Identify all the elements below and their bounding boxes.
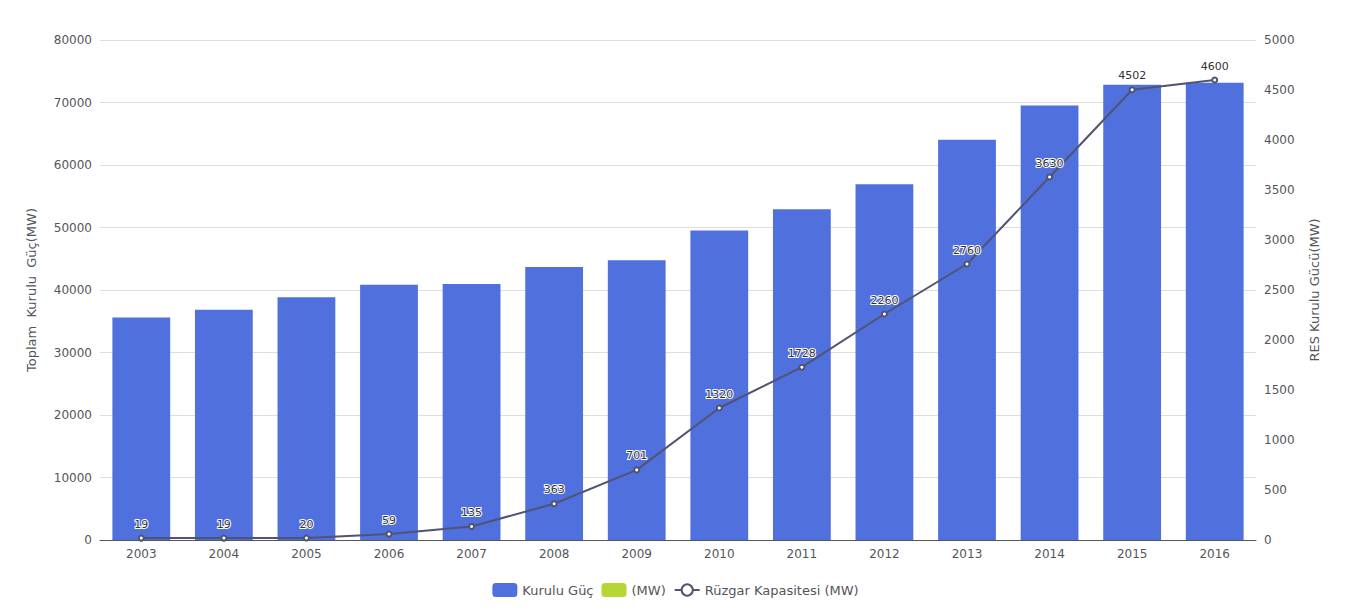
svg-text:3000: 3000	[1264, 233, 1295, 247]
svg-text:59: 59	[382, 514, 396, 527]
svg-text:4502: 4502	[1118, 69, 1146, 82]
svg-text:3630: 3630	[1036, 157, 1064, 170]
svg-text:2000: 2000	[1264, 333, 1295, 347]
svg-text:Toplam Kurulu Güç(MW): Toplam Kurulu Güç(MW)	[24, 208, 39, 373]
svg-text:2006: 2006	[374, 547, 405, 561]
svg-text:4600: 4600	[1201, 60, 1229, 73]
svg-text:70000: 70000	[54, 96, 92, 110]
svg-text:2260: 2260	[870, 294, 898, 307]
svg-text:4000: 4000	[1264, 133, 1295, 147]
svg-text:1728: 1728	[788, 347, 816, 360]
svg-text:135: 135	[461, 506, 482, 519]
svg-text:2012: 2012	[869, 547, 900, 561]
svg-text:5000: 5000	[1264, 33, 1295, 47]
svg-text:0: 0	[1264, 533, 1272, 547]
svg-text:2013: 2013	[952, 547, 983, 561]
svg-text:19: 19	[134, 518, 148, 531]
svg-text:2016: 2016	[1199, 547, 1230, 561]
svg-text:30000: 30000	[54, 346, 92, 360]
svg-text:10000: 10000	[54, 471, 92, 485]
svg-text:2009: 2009	[621, 547, 652, 561]
svg-text:Kurulu Güç: Kurulu Güç	[522, 583, 593, 598]
svg-text:2008: 2008	[539, 547, 570, 561]
svg-text:2005: 2005	[291, 547, 322, 561]
svg-text:40000: 40000	[54, 283, 92, 297]
svg-text:60000: 60000	[54, 158, 92, 172]
svg-text:20000: 20000	[54, 408, 92, 422]
svg-text:2007: 2007	[456, 547, 487, 561]
svg-text:RES Kurulu Gücü(MW): RES Kurulu Gücü(MW)	[1307, 218, 1322, 361]
svg-text:2500: 2500	[1264, 283, 1295, 297]
svg-text:1320: 1320	[705, 388, 733, 401]
svg-text:19: 19	[217, 518, 231, 531]
svg-text:2004: 2004	[209, 547, 240, 561]
svg-text:3500: 3500	[1264, 183, 1295, 197]
svg-text:2014: 2014	[1034, 547, 1065, 561]
svg-text:701: 701	[626, 449, 647, 462]
svg-text:Rüzgar Kapasitesi (MW): Rüzgar Kapasitesi (MW)	[705, 583, 859, 598]
svg-text:363: 363	[544, 483, 565, 496]
svg-text:500: 500	[1264, 483, 1287, 497]
svg-text:2010: 2010	[704, 547, 735, 561]
svg-text:2003: 2003	[126, 547, 157, 561]
svg-text:0: 0	[84, 533, 92, 547]
svg-text:4500: 4500	[1264, 83, 1295, 97]
svg-text:1000: 1000	[1264, 433, 1295, 447]
svg-text:50000: 50000	[54, 221, 92, 235]
svg-text:2760: 2760	[953, 244, 981, 257]
svg-text:2011: 2011	[787, 547, 818, 561]
svg-text:(MW): (MW)	[632, 583, 666, 598]
svg-text:80000: 80000	[54, 33, 92, 47]
svg-text:20: 20	[299, 518, 313, 531]
svg-text:1500: 1500	[1264, 383, 1295, 397]
svg-text:2015: 2015	[1117, 547, 1148, 561]
